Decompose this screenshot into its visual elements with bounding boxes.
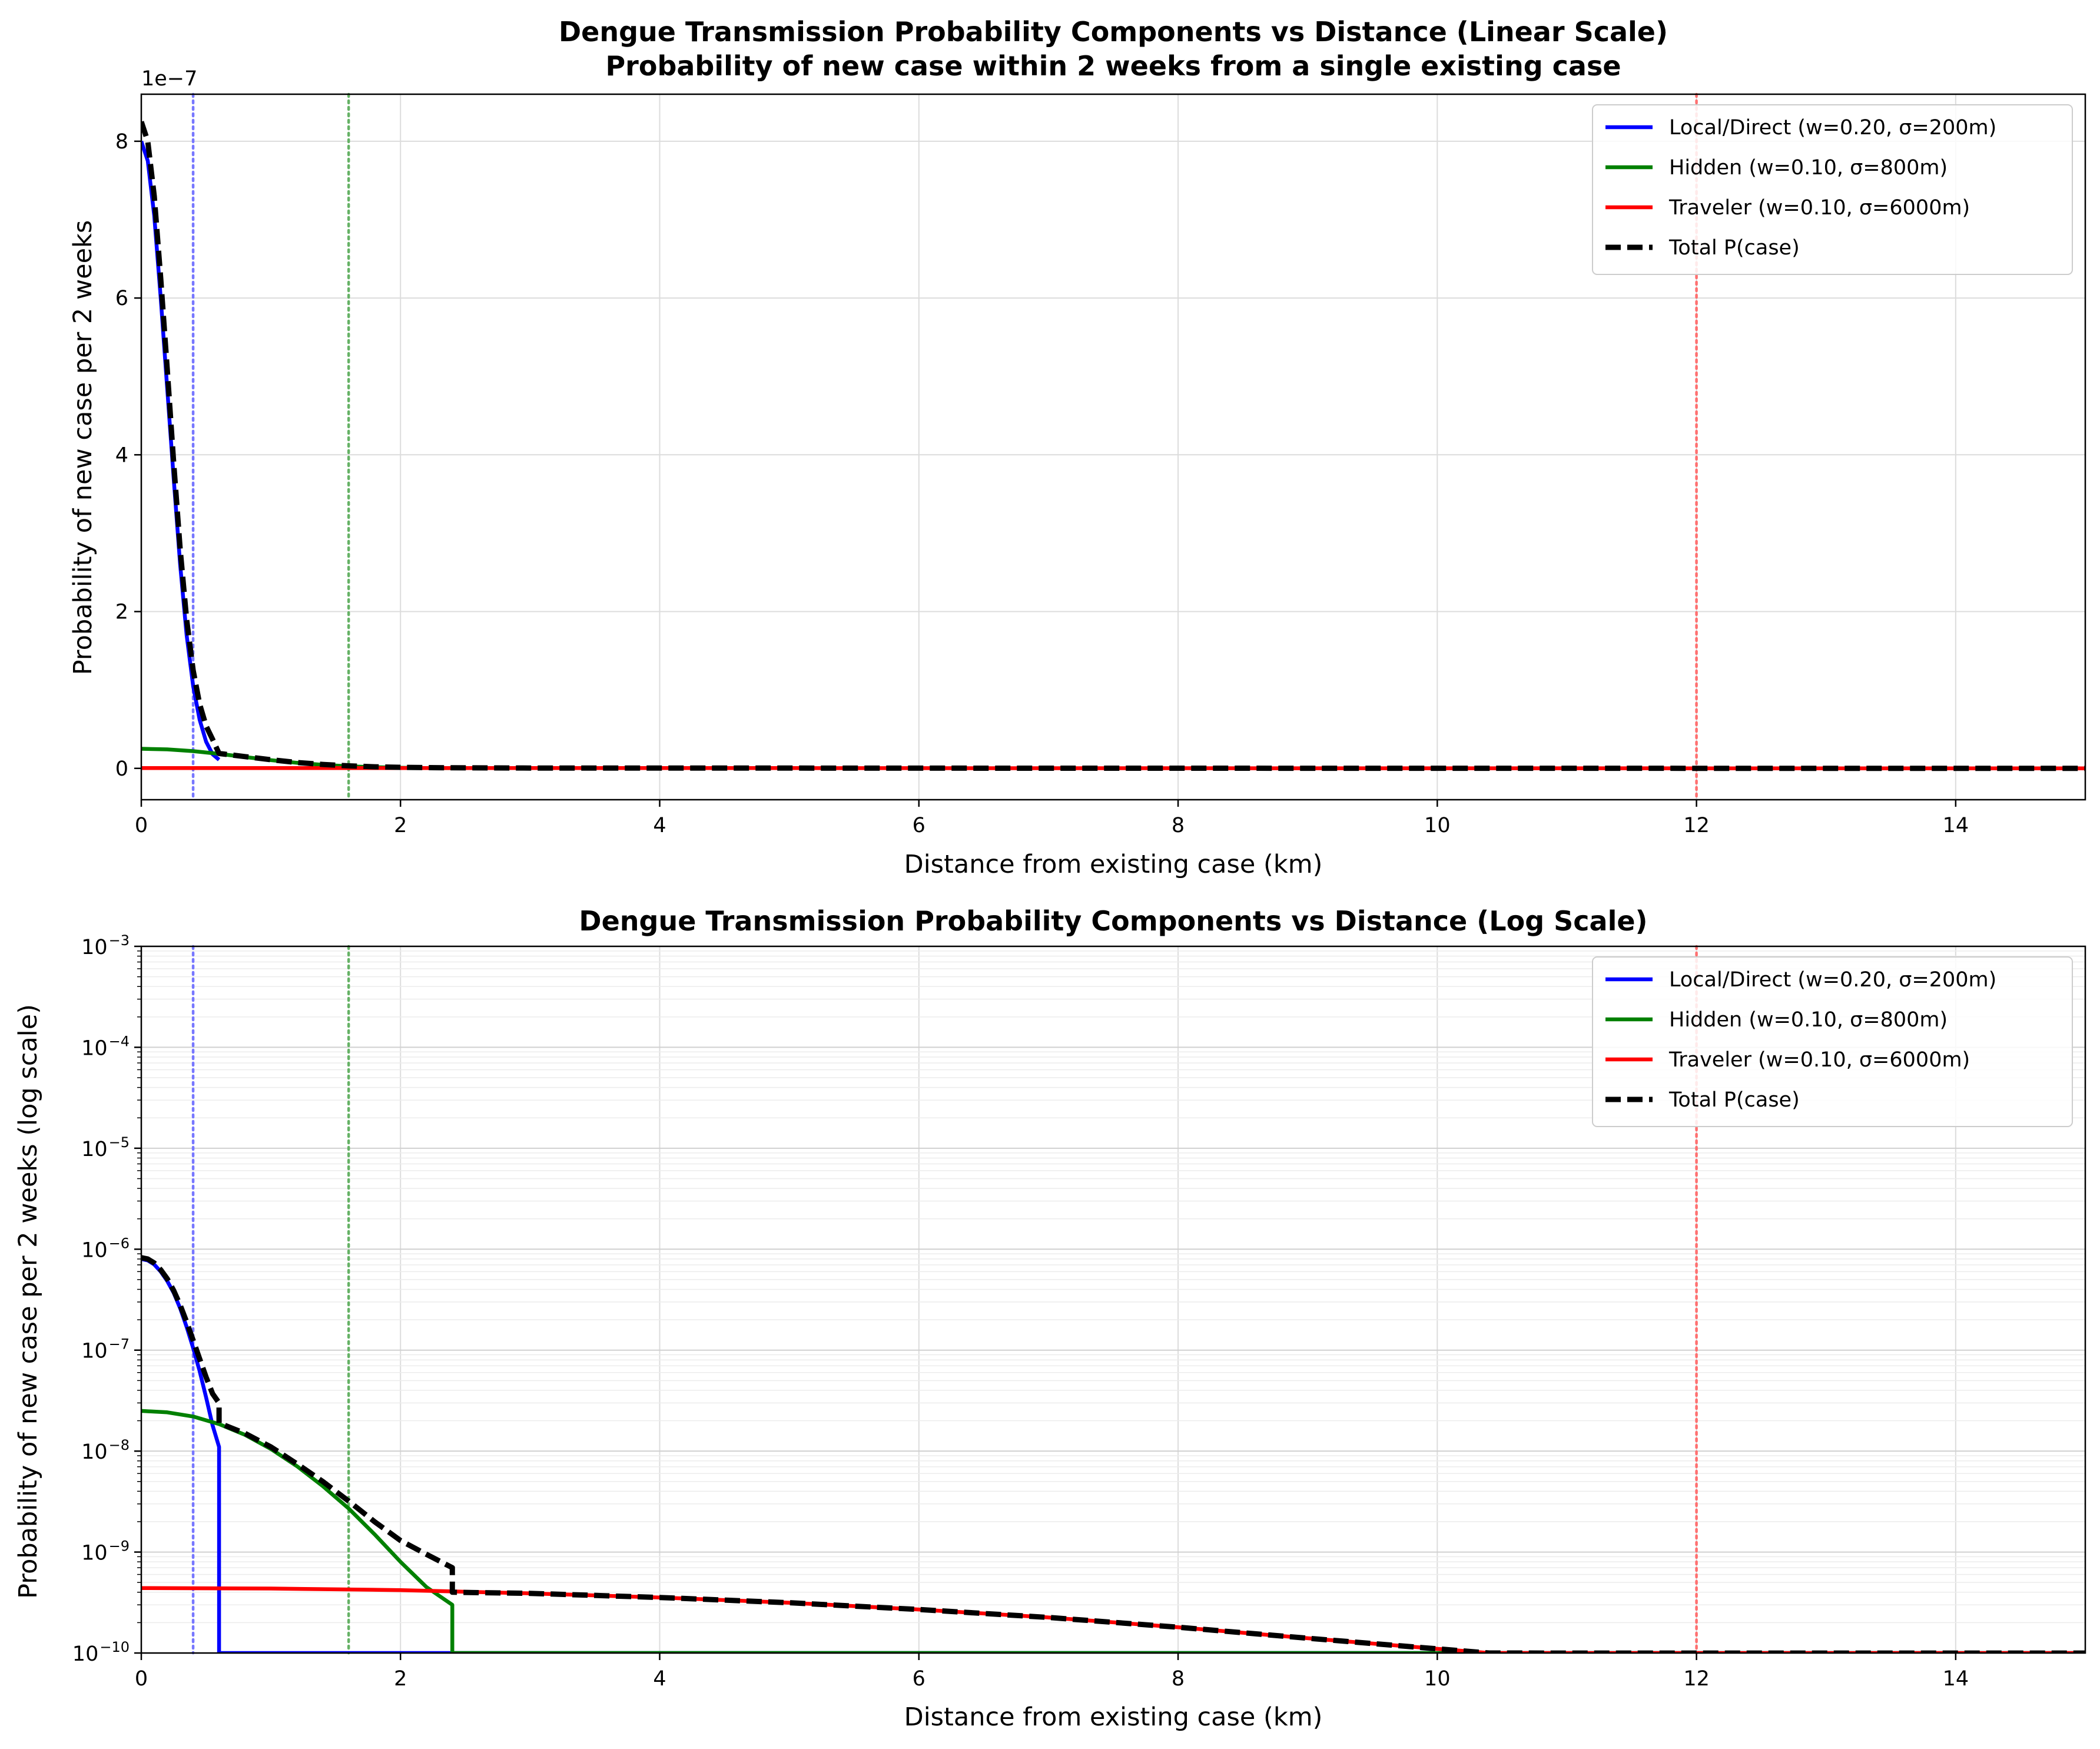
y-tick-label: 8 xyxy=(115,130,128,154)
legend-label: Local/Direct (w=0.20, σ=200m) xyxy=(1669,968,1996,992)
series-line-hidden-w-0-10-800m xyxy=(141,1409,2085,1653)
y-tick-exponent: −5 xyxy=(109,1134,130,1151)
log-x-axis-label: Distance from existing case (km) xyxy=(904,1702,1323,1732)
x-tick-label: 12 xyxy=(1683,814,1710,837)
x-tick-label: 2 xyxy=(394,1667,407,1691)
x-tick-label: 14 xyxy=(1943,814,1969,837)
y-tick-exponent: −10 xyxy=(99,1639,130,1655)
y-tick-exponent: −8 xyxy=(109,1437,130,1453)
log-grid xyxy=(141,946,2085,1654)
series-line-local-direct-w-0-20-200m xyxy=(141,1257,2085,1653)
series-line-total-p-case xyxy=(141,1255,2085,1653)
y-tick-label: 10 xyxy=(81,1036,108,1060)
log-axis-ticks: 0 2 4 6 8 10 12 14−1010−910−810−710−610−510−410… xyxy=(72,932,1969,1691)
x-tick-label: 14 xyxy=(1943,1667,1969,1691)
x-tick-label: 4 xyxy=(653,1667,666,1691)
x-tick-label: 2 xyxy=(394,814,407,837)
x-tick-label: 10 xyxy=(1424,1667,1451,1691)
y-tick-label: 10 xyxy=(81,936,108,959)
linear-y-multiplier: 1e−7 xyxy=(141,67,197,91)
log-series-lines xyxy=(141,1255,2085,1653)
linear-scale-panel: Dengue Transmission Probability Componen… xyxy=(68,16,2086,879)
y-tick-label: 10 xyxy=(81,1340,108,1363)
linear-plot-frame xyxy=(140,93,2086,801)
legend-label: Hidden (w=0.10, σ=800m) xyxy=(1669,156,1948,180)
linear-series-lines xyxy=(141,121,2085,771)
x-tick-label: 0 xyxy=(135,1667,148,1691)
y-tick-exponent: −9 xyxy=(109,1538,130,1555)
log-y-axis-label: Probability of new case per 2 weeks (log… xyxy=(14,1004,43,1599)
linear-x-axis-label: Distance from existing case (km) xyxy=(904,850,1323,879)
linear-chart-subtitle: Probability of new case within 2 weeks f… xyxy=(605,50,1621,82)
x-tick-label: 8 xyxy=(1172,1667,1185,1691)
y-tick-label: 4 xyxy=(115,443,128,467)
x-tick-label: 6 xyxy=(913,1667,925,1691)
log-plot-frame xyxy=(140,945,2086,1654)
log-chart-title: Dengue Transmission Probability Componen… xyxy=(579,905,1647,937)
linear-axis-ticks: 0 2 4 6 8 10 12 14 0 2 4 6 8 xyxy=(115,130,1969,837)
linear-legend: Local/Direct (w=0.20, σ=200m) Hidden (w=0… xyxy=(1592,104,2073,275)
y-tick-label: 0 xyxy=(115,757,128,781)
legend-label: Traveler (w=0.10, σ=6000m) xyxy=(1668,196,1970,220)
legend-label: Traveler (w=0.10, σ=6000m) xyxy=(1668,1048,1970,1072)
y-tick-label: 10 xyxy=(81,1542,108,1565)
x-tick-label: 6 xyxy=(913,814,925,837)
x-tick-label: 10 xyxy=(1424,814,1451,837)
legend-label: Total P(case) xyxy=(1668,236,1800,260)
log-legend: Local/Direct (w=0.20, σ=200m) Hidden (w=0… xyxy=(1592,956,2073,1127)
linear-y-axis-label: Probability of new case per 2 weeks xyxy=(68,220,98,675)
linear-chart-title: Dengue Transmission Probability Componen… xyxy=(559,16,1668,48)
y-tick-exponent: −4 xyxy=(109,1033,130,1049)
y-tick-label: 2 xyxy=(115,601,128,624)
legend-label: Hidden (w=0.10, σ=800m) xyxy=(1669,1008,1948,1032)
x-tick-label: 12 xyxy=(1683,1667,1710,1691)
log-scale-panel: Dengue Transmission Probability Componen… xyxy=(14,905,2086,1732)
y-tick-exponent: −7 xyxy=(109,1336,130,1353)
x-tick-label: 4 xyxy=(653,814,666,837)
legend-box xyxy=(1592,104,2073,275)
x-tick-label: 0 xyxy=(135,814,148,837)
y-tick-label: 10 xyxy=(81,1238,108,1262)
legend-box xyxy=(1592,956,2073,1127)
y-tick-label: 10 xyxy=(81,1138,108,1161)
series-line-total-p-case xyxy=(141,121,2085,771)
y-tick-label: 6 xyxy=(115,287,128,310)
y-tick-exponent: −3 xyxy=(109,932,130,949)
legend-label: Total P(case) xyxy=(1668,1088,1800,1112)
x-tick-label: 8 xyxy=(1172,814,1185,837)
y-tick-label: 10 xyxy=(72,1642,99,1666)
y-tick-label: 10 xyxy=(81,1440,108,1464)
y-tick-exponent: −6 xyxy=(109,1235,130,1251)
legend-label: Local/Direct (w=0.20, σ=200m) xyxy=(1669,116,1996,140)
